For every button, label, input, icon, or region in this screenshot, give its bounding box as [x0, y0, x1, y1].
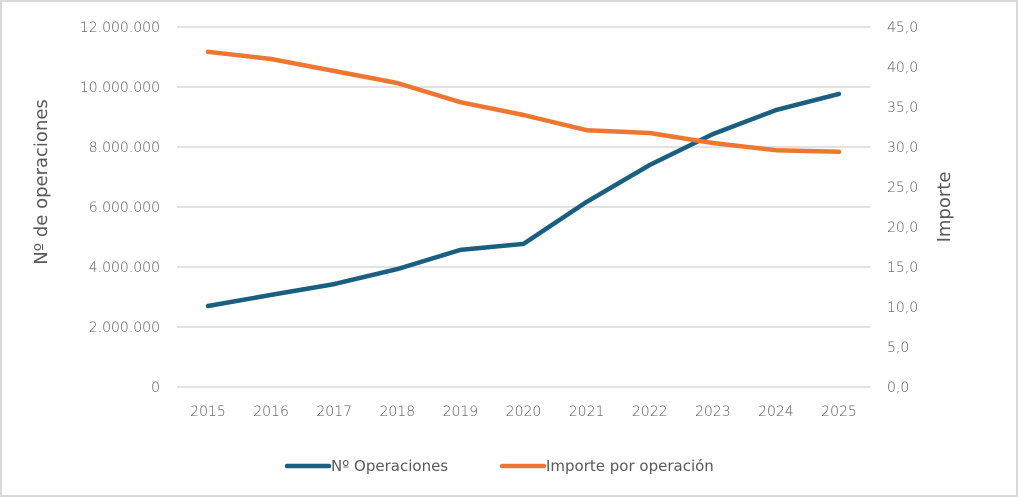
right-tick-label: 20,0: [887, 220, 918, 236]
x-tick-label: 2024: [758, 404, 794, 420]
right-tick-label: 5,0: [887, 340, 909, 356]
right-tick-label: 40,0: [887, 60, 918, 76]
right-tick-label: 15,0: [887, 260, 918, 276]
series-line-2: [205, 49, 842, 155]
x-tick-label: 2017: [316, 404, 352, 420]
left-tick-label: 12.000.000: [80, 20, 160, 36]
left-axis-title: Nº de operaciones: [31, 99, 52, 265]
legend-label: Importe por operación: [546, 457, 714, 475]
right-tick-label: 25,0: [887, 180, 918, 196]
x-tick-label: 2020: [506, 404, 542, 420]
right-tick-label: 10,0: [887, 300, 918, 316]
x-tick-label: 2016: [253, 404, 289, 420]
right-tick-label: 30,0: [887, 140, 918, 156]
series-lines: [205, 49, 842, 309]
right-tick-label: 0,0: [887, 380, 909, 396]
x-tick-label: 2021: [569, 404, 605, 420]
left-tick-label: 8.000.000: [89, 140, 160, 156]
x-tick-label: 2023: [695, 404, 731, 420]
right-tick-label: 35,0: [887, 100, 918, 116]
legend: Nº Operaciones Importe por operación: [284, 457, 714, 475]
left-tick-label: 4.000.000: [89, 260, 160, 276]
left-axis-ticks: 0 2.000.000 4.000.000 6.000.000 8.000.000 10.…: [80, 20, 160, 396]
right-tick-label: 45,0: [887, 20, 918, 36]
right-axis-ticks: 0,0 5,0 10,0 15,0 20,0 25,0 30,0 35,0 40,0 45,0: [887, 20, 918, 396]
left-tick-label: 6.000.000: [89, 200, 160, 216]
x-tick-label: 2019: [443, 404, 479, 420]
x-tick-label: 2022: [632, 404, 668, 420]
x-tick-label: 2018: [379, 404, 415, 420]
right-axis-title: Importe: [934, 172, 955, 243]
x-tick-label: 2015: [190, 404, 226, 420]
left-tick-label: 2.000.000: [89, 320, 160, 336]
series-line-1: [205, 91, 842, 309]
legend-label: Nº Operaciones: [331, 457, 448, 475]
x-axis-ticks: 2015 2016 2017 2018 2019 2020 2021 2022 2023 2024…: [190, 404, 857, 420]
left-tick-label: 0: [151, 380, 160, 396]
left-tick-label: 10.000.000: [80, 80, 160, 96]
gridlines: [177, 26, 870, 388]
x-tick-label: 2025: [821, 404, 857, 420]
